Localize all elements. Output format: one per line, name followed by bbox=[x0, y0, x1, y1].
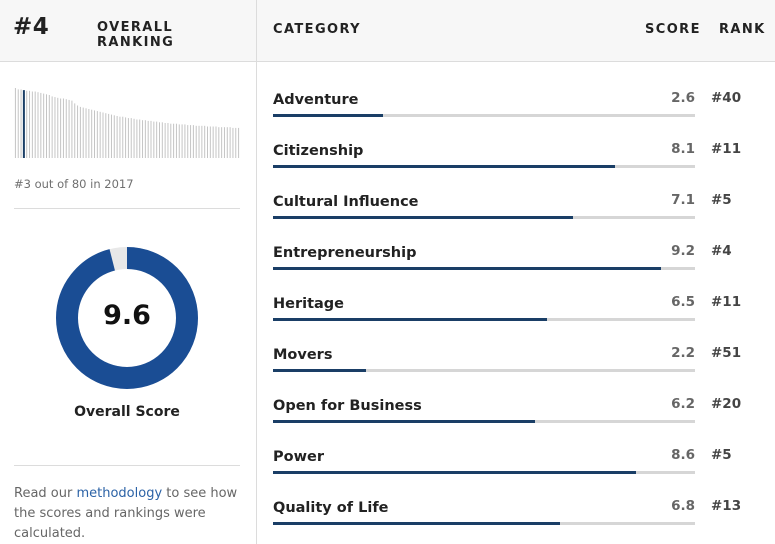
score-header: SCORE bbox=[645, 22, 701, 37]
category-name: Entrepreneurship bbox=[273, 245, 417, 261]
score-bar-fill bbox=[273, 471, 636, 474]
table-row: Citizenship 8.1 #11 bbox=[257, 135, 775, 186]
category-rank: #40 bbox=[711, 90, 742, 106]
category-score: 7.1 bbox=[671, 192, 695, 208]
table-row: Open for Business 6.2 #20 bbox=[257, 390, 775, 441]
score-bar-fill bbox=[273, 165, 615, 168]
category-table: CATEGORY SCORE RANK Adventure 2.6 #40 Ci… bbox=[257, 0, 775, 544]
divider bbox=[14, 465, 240, 466]
category-rank: #5 bbox=[711, 447, 732, 463]
score-bar-track bbox=[273, 267, 695, 270]
table-row: Quality of Life 6.8 #13 bbox=[257, 492, 775, 543]
category-name: Quality of Life bbox=[273, 500, 389, 516]
category-rank: #4 bbox=[711, 243, 732, 259]
score-bar-track bbox=[273, 471, 695, 474]
category-name: Open for Business bbox=[273, 398, 422, 414]
category-name: Citizenship bbox=[273, 143, 364, 159]
table-row: Movers 2.2 #51 bbox=[257, 339, 775, 390]
table-row: Entrepreneurship 9.2 #4 bbox=[257, 237, 775, 288]
divider bbox=[14, 208, 240, 209]
category-score: 8.1 bbox=[671, 141, 695, 157]
score-bar-track bbox=[273, 522, 695, 525]
methodology-link[interactable]: methodology bbox=[76, 486, 163, 501]
previous-rank-caption: #3 out of 80 in 2017 bbox=[14, 177, 134, 191]
category-rank: #13 bbox=[711, 498, 742, 514]
score-bar-track bbox=[273, 216, 695, 219]
category-score: 8.6 bbox=[671, 447, 695, 463]
category-rank: #5 bbox=[711, 192, 732, 208]
score-bar-track bbox=[273, 318, 695, 321]
category-score: 6.8 bbox=[671, 498, 695, 514]
table-row: Cultural Influence 7.1 #5 bbox=[257, 186, 775, 237]
overall-score-label: Overall Score bbox=[74, 404, 180, 420]
category-header: CATEGORY bbox=[273, 22, 361, 37]
category-score: 9.2 bbox=[671, 243, 695, 259]
score-bar-fill bbox=[273, 216, 573, 219]
rank-header: RANK bbox=[719, 22, 766, 37]
table-row: Power 8.6 #5 bbox=[257, 441, 775, 492]
overall-rank: #4 bbox=[13, 14, 50, 40]
category-name: Movers bbox=[273, 347, 333, 363]
score-bar-fill bbox=[273, 114, 383, 117]
category-name: Power bbox=[273, 449, 324, 465]
category-rank: #11 bbox=[711, 294, 742, 310]
category-rank: #20 bbox=[711, 396, 742, 412]
score-bar-fill bbox=[273, 420, 535, 423]
category-rank: #51 bbox=[711, 345, 742, 361]
category-rank: #11 bbox=[711, 141, 742, 157]
category-score: 2.6 bbox=[671, 90, 695, 106]
overall-score-value: 9.6 bbox=[103, 300, 151, 331]
score-bar-fill bbox=[273, 318, 548, 321]
table-row: Adventure 2.6 #40 bbox=[257, 84, 775, 135]
table-row: Heritage 6.5 #11 bbox=[257, 288, 775, 339]
score-bar-track bbox=[273, 165, 695, 168]
score-bar-fill bbox=[273, 369, 366, 372]
category-score: 6.5 bbox=[671, 294, 695, 310]
ranking-sparkline-chart bbox=[14, 88, 240, 158]
category-name: Heritage bbox=[273, 296, 345, 312]
score-bar-fill bbox=[273, 267, 662, 270]
score-bar-track bbox=[273, 114, 695, 117]
overall-ranking-title: OVERALL RANKING bbox=[97, 20, 175, 50]
overall-score-donut bbox=[56, 247, 198, 389]
methodology-prefix: Read our bbox=[14, 486, 77, 501]
overall-ranking-header: #4 OVERALL RANKING bbox=[0, 0, 256, 62]
methodology-suffix: to see how the scores and rankings were … bbox=[14, 486, 238, 541]
category-name: Cultural Influence bbox=[273, 194, 419, 210]
score-bar-track bbox=[273, 420, 695, 423]
score-bar-fill bbox=[273, 522, 560, 525]
category-score: 6.2 bbox=[671, 396, 695, 412]
overall-ranking-panel: #4 OVERALL RANKING #3 out of 80 in 2017 … bbox=[0, 0, 257, 544]
donut-score-arc bbox=[56, 247, 198, 389]
methodology-note: Read our methodology to see how the scor… bbox=[14, 484, 242, 544]
category-table-header: CATEGORY SCORE RANK bbox=[257, 0, 775, 62]
category-name: Adventure bbox=[273, 92, 359, 108]
score-bar-track bbox=[273, 369, 695, 372]
category-score: 2.2 bbox=[671, 345, 695, 361]
